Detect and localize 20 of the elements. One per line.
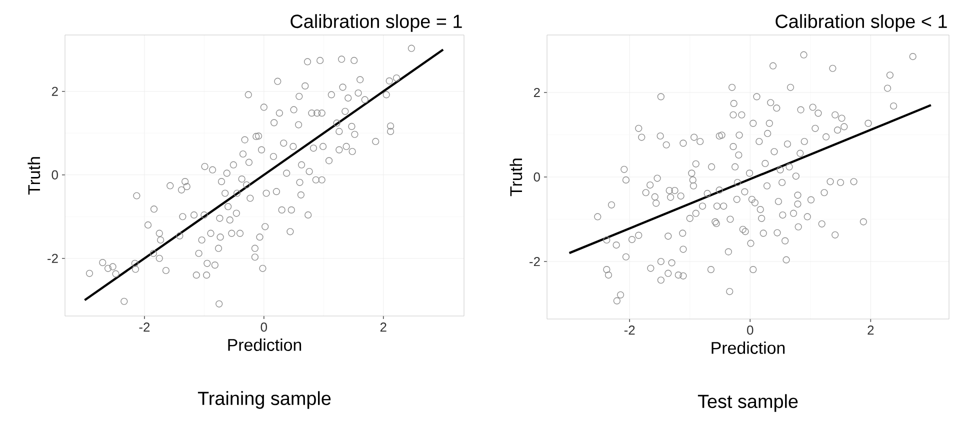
y-tick-label: 0 bbox=[534, 172, 540, 182]
y-tick-label: 2 bbox=[52, 86, 58, 96]
y-axis-title: Truth bbox=[28, 157, 40, 195]
chart-title: Calibration slope < 1 bbox=[776, 14, 947, 32]
x-tick-label: -2 bbox=[139, 322, 150, 332]
x-tick-label: 0 bbox=[747, 326, 754, 335]
text: Test sample bbox=[698, 394, 798, 412]
y-tick-label: 0 bbox=[52, 170, 58, 180]
y-tick-label: 2 bbox=[534, 88, 540, 97]
chart-title: Calibration slope = 1 bbox=[290, 14, 462, 32]
x-axis-title: Prediction bbox=[228, 338, 302, 351]
text: Training sample bbox=[198, 391, 331, 409]
x-tick-label: 2 bbox=[868, 326, 874, 335]
x-tick-label: 2 bbox=[380, 322, 386, 332]
y-tick-label: -2 bbox=[48, 254, 58, 263]
y-tick-label: -2 bbox=[530, 256, 540, 266]
x-tick-label: 0 bbox=[260, 322, 268, 332]
x-tick-label: -2 bbox=[624, 326, 635, 335]
y-axis-title: Truth bbox=[510, 158, 522, 196]
x-axis-title: Prediction bbox=[712, 342, 785, 354]
